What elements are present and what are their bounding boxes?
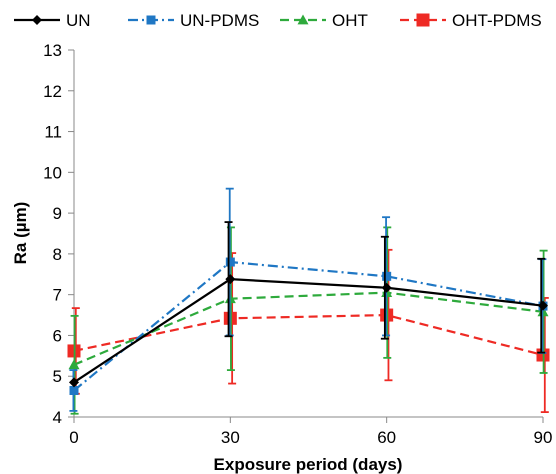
legend-item-3: OHT-PDMS [400,11,542,30]
series-line-3 [73,313,544,357]
y-tick-label-8: 12 [43,82,62,101]
y-tick-label-9: 13 [43,41,62,60]
y-tick-label-6: 10 [43,163,62,182]
legend-marker-1 [146,15,156,25]
data-point-1-2 [382,271,392,281]
data-point-1-0 [69,385,79,395]
legend-label-0: UN [66,11,91,30]
legend: UN UN-PDMS OHT OHT-PDMS [14,11,542,30]
series-line-2 [73,291,544,366]
x-tick-label-1: 30 [221,428,240,447]
data-point-0-1 [225,274,236,285]
y-axis-title: Ra (µm) [11,202,30,265]
series-line-0 [73,278,544,384]
data-point-0-0 [69,377,79,388]
y-tick-label-7: 11 [44,123,62,142]
legend-marker-2 [297,14,309,25]
legend-marker-shape-2 [297,14,309,25]
data-point-0-3 [538,300,548,311]
legend-marker-0 [32,15,42,25]
legend-label-3: OHT-PDMS [452,11,542,30]
legend-marker-3 [416,13,430,27]
data-point-2-0 [68,359,80,370]
series-line-1 [73,260,544,392]
legend-label-1: UN-PDMS [180,11,259,30]
y-tick-label-1: 5 [53,367,62,386]
legend-item-2: OHT [280,11,368,30]
x-axis-title: Exposure period (days) [214,455,403,474]
y-tick-label-3: 7 [53,286,62,305]
legend-item-1: UN-PDMS [128,11,259,30]
legend-marker-shape-3 [416,13,430,27]
x-tick-label-3: 90 [534,428,553,447]
y-tick-label-0: 4 [53,408,62,427]
y-tick-label-4: 8 [53,245,62,264]
data-point-0-2 [381,282,392,293]
legend-marker-shape-0 [32,15,42,25]
legend-marker-shape-1 [146,15,156,25]
series-3 [67,248,550,414]
y-ticks: 4 5 6 7 8 9 10 11 12 13 [43,41,74,427]
y-tick-label-2: 6 [53,326,62,345]
x-tick-label-0: 0 [69,428,78,447]
series-2 [68,226,549,415]
y-tick-label-5: 9 [53,204,62,223]
x-tick-label-2: 60 [377,428,396,447]
x-ticks: 0 30 60 90 [69,417,552,447]
legend-label-2: OHT [332,11,368,30]
legend-item-0: UN [14,11,91,30]
data-point-1-1 [225,257,235,267]
series-0 [69,221,548,388]
series-layer [67,187,550,415]
plot-area: 4 5 6 7 8 9 10 11 12 13 0 30 60 90 [43,41,552,447]
series-1 [69,187,548,412]
